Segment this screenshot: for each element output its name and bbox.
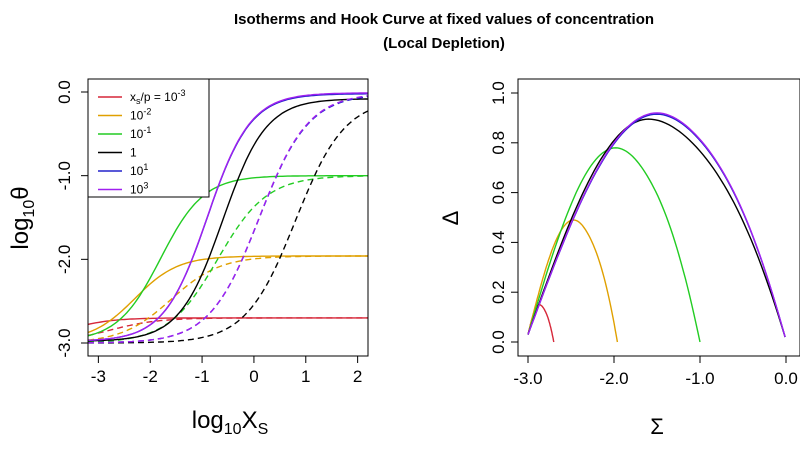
hook-frame: [517, 78, 800, 357]
legend-label: 103: [130, 181, 148, 197]
isotherm-solid-1e-3: [88, 317, 368, 326]
legend-sup: 3: [143, 181, 148, 191]
isotherm-solid-1: [88, 98, 368, 342]
y-tick-label: 0.4: [489, 231, 508, 255]
isotherm-chart: 0.0-1.0-2.0-3.0-3 -2 -1 0 1 2log10XSlog10θxs/…: [7, 78, 369, 438]
isotherm-frame: [87, 78, 369, 357]
hook-curve-1e3: [527, 112, 786, 338]
x-tick-label: -3: [91, 367, 106, 386]
x-label-sub: 10: [224, 421, 242, 438]
x-label-tail-sub: S: [258, 421, 269, 438]
hook-curve-1e-1: [527, 147, 701, 343]
x-tick-label: -1: [195, 367, 210, 386]
y-label-sub: 10: [21, 200, 38, 218]
figure-subtitle: (Local Depletion): [383, 35, 505, 52]
isotherm-solid-1e-2: [88, 255, 368, 334]
x-tick-label: -2.0: [599, 369, 628, 388]
legend-sup: -2: [143, 107, 151, 117]
x-tick-label: 1: [301, 367, 310, 386]
y-axis-label: log10θ: [7, 186, 38, 249]
y-label-main: log: [7, 218, 34, 250]
y-axis-label: Δ: [438, 210, 463, 225]
legend-label: 101: [130, 162, 148, 178]
x-tick-label: 0.0: [774, 369, 798, 388]
legend-label: 10-2: [130, 107, 151, 123]
isotherm-lines: [88, 92, 368, 344]
y-tick-label: -2.0: [55, 245, 74, 274]
isotherm-solid-1e-1: [88, 175, 368, 337]
isotherm-dashed-1e-1: [88, 175, 368, 343]
legend-label: xs/p = 10-3: [130, 88, 186, 106]
y-label-tail: θ: [7, 186, 34, 199]
legend-mid: /p = 10: [141, 90, 178, 104]
x-axis-label: log10XS: [192, 407, 269, 438]
legend-text: 10: [130, 183, 144, 197]
legend-label: 10-1: [130, 125, 151, 141]
x-label-tail: X: [242, 407, 258, 434]
hook-curve-1: [527, 118, 786, 338]
x-tick-label: 0: [249, 367, 258, 386]
y-tick-label: 1.0: [489, 81, 508, 105]
x-label-main: log: [192, 407, 224, 434]
isotherm-dashed-1e3: [88, 95, 368, 344]
legend-sub: s: [136, 96, 141, 106]
x-tick-label: 2: [353, 367, 362, 386]
legend-label: 1: [130, 146, 137, 160]
legend-box: [87, 78, 210, 198]
legend-sup: -3: [178, 88, 186, 98]
y-tick-label: 0.0: [489, 330, 508, 354]
hook-curve-1e-2: [527, 219, 619, 343]
hook-curve-chart: 0.0 0.2 0.4 0.6 0.8 1.0 -3.0 -2.0 -1.0 0.0 Σ Δ: [438, 78, 800, 439]
y-tick-label: -3.0: [55, 328, 74, 357]
x-axis-label: Σ: [650, 414, 664, 439]
legend-text: 10: [130, 109, 144, 123]
legend-text: 10: [130, 127, 144, 141]
legend-sup: 1: [143, 162, 148, 172]
x-tick-label: -1.0: [685, 369, 714, 388]
y-tick-label: 0.6: [489, 181, 508, 205]
legend-sup: -1: [143, 125, 151, 135]
legend-text: 10: [130, 164, 144, 178]
isotherm-dashed-1e-2: [88, 255, 368, 341]
y-tick-label: 0.8: [489, 131, 508, 155]
x-tick-label: -2: [143, 367, 158, 386]
y-tick-label: 0.2: [489, 280, 508, 304]
y-tick-label: 0.0: [55, 80, 74, 104]
isotherm-dashed-1e-3: [88, 317, 368, 337]
x-tick-label: -3.0: [513, 369, 542, 388]
isotherm-solid-1e3: [88, 92, 368, 341]
legend-text: 1: [130, 146, 137, 160]
hook-curve-1e1: [527, 113, 786, 338]
legend-text: x: [130, 90, 136, 104]
y-tick-label: -1.0: [55, 161, 74, 190]
isotherm-dashed-1: [88, 110, 368, 344]
figure-title: Isotherms and Hook Curve at fixed values…: [233, 11, 655, 28]
